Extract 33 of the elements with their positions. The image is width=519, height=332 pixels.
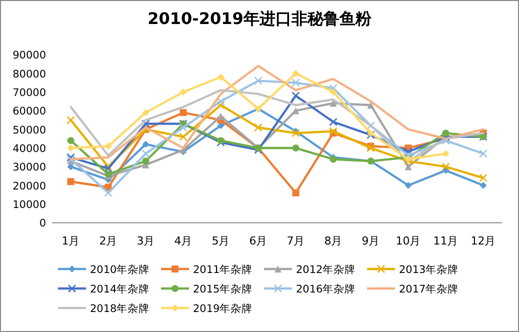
legend-label: 2017年杂牌 [399,282,459,296]
y-tick-label: 10000 [12,199,46,212]
legend-label: 2010年杂牌 [90,263,150,276]
y-tick-label: 60000 [12,106,46,118]
y-tick-label: 90000 [12,50,46,62]
y-tick-label: 20000 [12,180,46,192]
y-tick-label: 50000 [12,124,46,136]
x-tick-label: 1月 [62,234,80,248]
x-tick-label: 10月 [396,234,421,248]
x-tick-label: 2月 [99,234,118,248]
x-tick-label: 6月 [249,234,268,248]
y-tick-label: 30000 [12,162,46,174]
legend-label: 2013年杂牌 [399,263,459,276]
chart-title: 2010-2019年进口非秘鲁鱼粉 [148,9,372,28]
legend-label: 2018年杂牌 [90,302,150,315]
x-tick-label: 12月 [470,234,496,248]
x-tick-label: 8月 [324,234,342,248]
x-tick-label: 3月 [136,234,155,248]
y-tick-label: 0 [39,218,46,230]
legend-label: 2015年杂牌 [193,282,253,296]
x-tick-label: 5月 [212,234,230,248]
legend-label: 2012年杂牌 [296,263,356,276]
legend-label: 2019年杂牌 [193,302,253,315]
x-tick-label: 4月 [174,234,192,248]
x-tick-label: 9月 [362,234,380,248]
y-tick-label: 40000 [12,143,46,156]
legend-label: 2016年杂牌 [296,282,356,296]
x-tick-label: 7月 [286,234,305,248]
y-tick-label: 70000 [12,87,46,100]
legend-label: 2014年杂牌 [90,282,150,296]
x-tick-label: 11月 [433,234,458,248]
legend-label: 2011年杂牌 [193,263,253,276]
y-tick-label: 80000 [12,68,46,80]
